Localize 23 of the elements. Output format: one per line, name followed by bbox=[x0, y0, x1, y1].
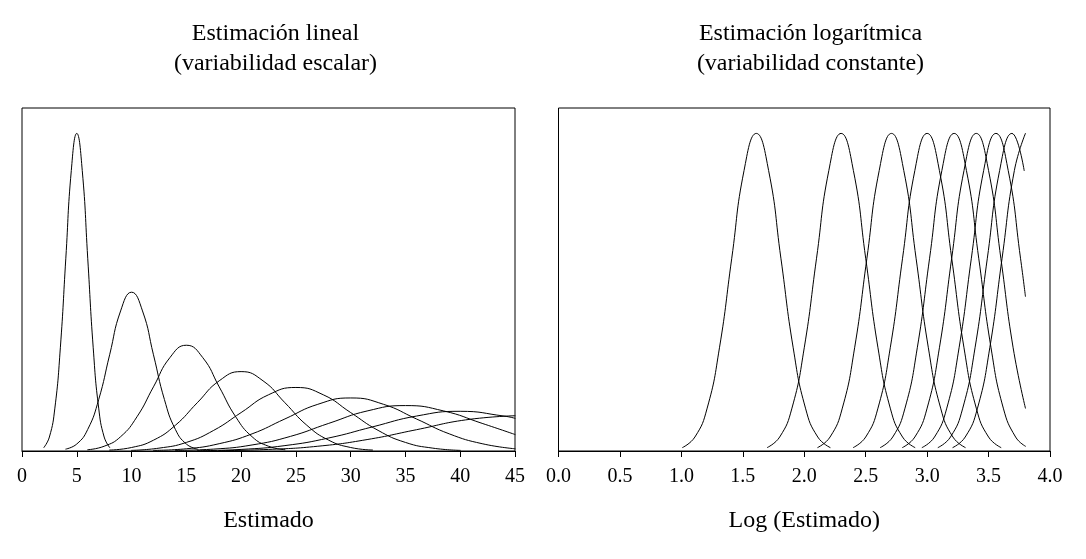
x-tick-label: 20 bbox=[231, 464, 252, 486]
x-tick-label: 2.0 bbox=[791, 464, 817, 486]
x-tick-label: 3.0 bbox=[914, 464, 940, 486]
x-tick-label: 2.5 bbox=[853, 464, 879, 486]
x-tick-label: 30 bbox=[340, 464, 361, 486]
x-tick-label: 15 bbox=[176, 464, 197, 486]
x-tick-label: 0.5 bbox=[607, 464, 633, 486]
chart-title: Estimación logarítmica (variabilidad constante) bbox=[696, 19, 925, 75]
x-tick-label: 4.0 bbox=[1037, 464, 1063, 486]
x-tick-label: 1.0 bbox=[668, 464, 694, 486]
x-tick-label: 5 bbox=[71, 464, 82, 486]
x-axis-title: Log (Estimado) bbox=[728, 506, 880, 532]
x-tick-label: 1.5 bbox=[730, 464, 756, 486]
x-tick-label: 40 bbox=[450, 464, 471, 486]
chart-title: Estimación lineal (variabilidad escalar) bbox=[173, 19, 378, 75]
x-tick-label: 35 bbox=[395, 464, 416, 486]
x-tick-label: 0 bbox=[17, 464, 27, 486]
x-tick-label: 25 bbox=[285, 464, 306, 486]
x-tick-label: 0.0 bbox=[546, 464, 571, 486]
x-tick-label: 45 bbox=[505, 464, 525, 486]
x-tick-label: 10 bbox=[121, 464, 142, 486]
x-axis-title: Estimado bbox=[223, 506, 314, 532]
x-tick-label: 3.5 bbox=[976, 464, 1002, 486]
